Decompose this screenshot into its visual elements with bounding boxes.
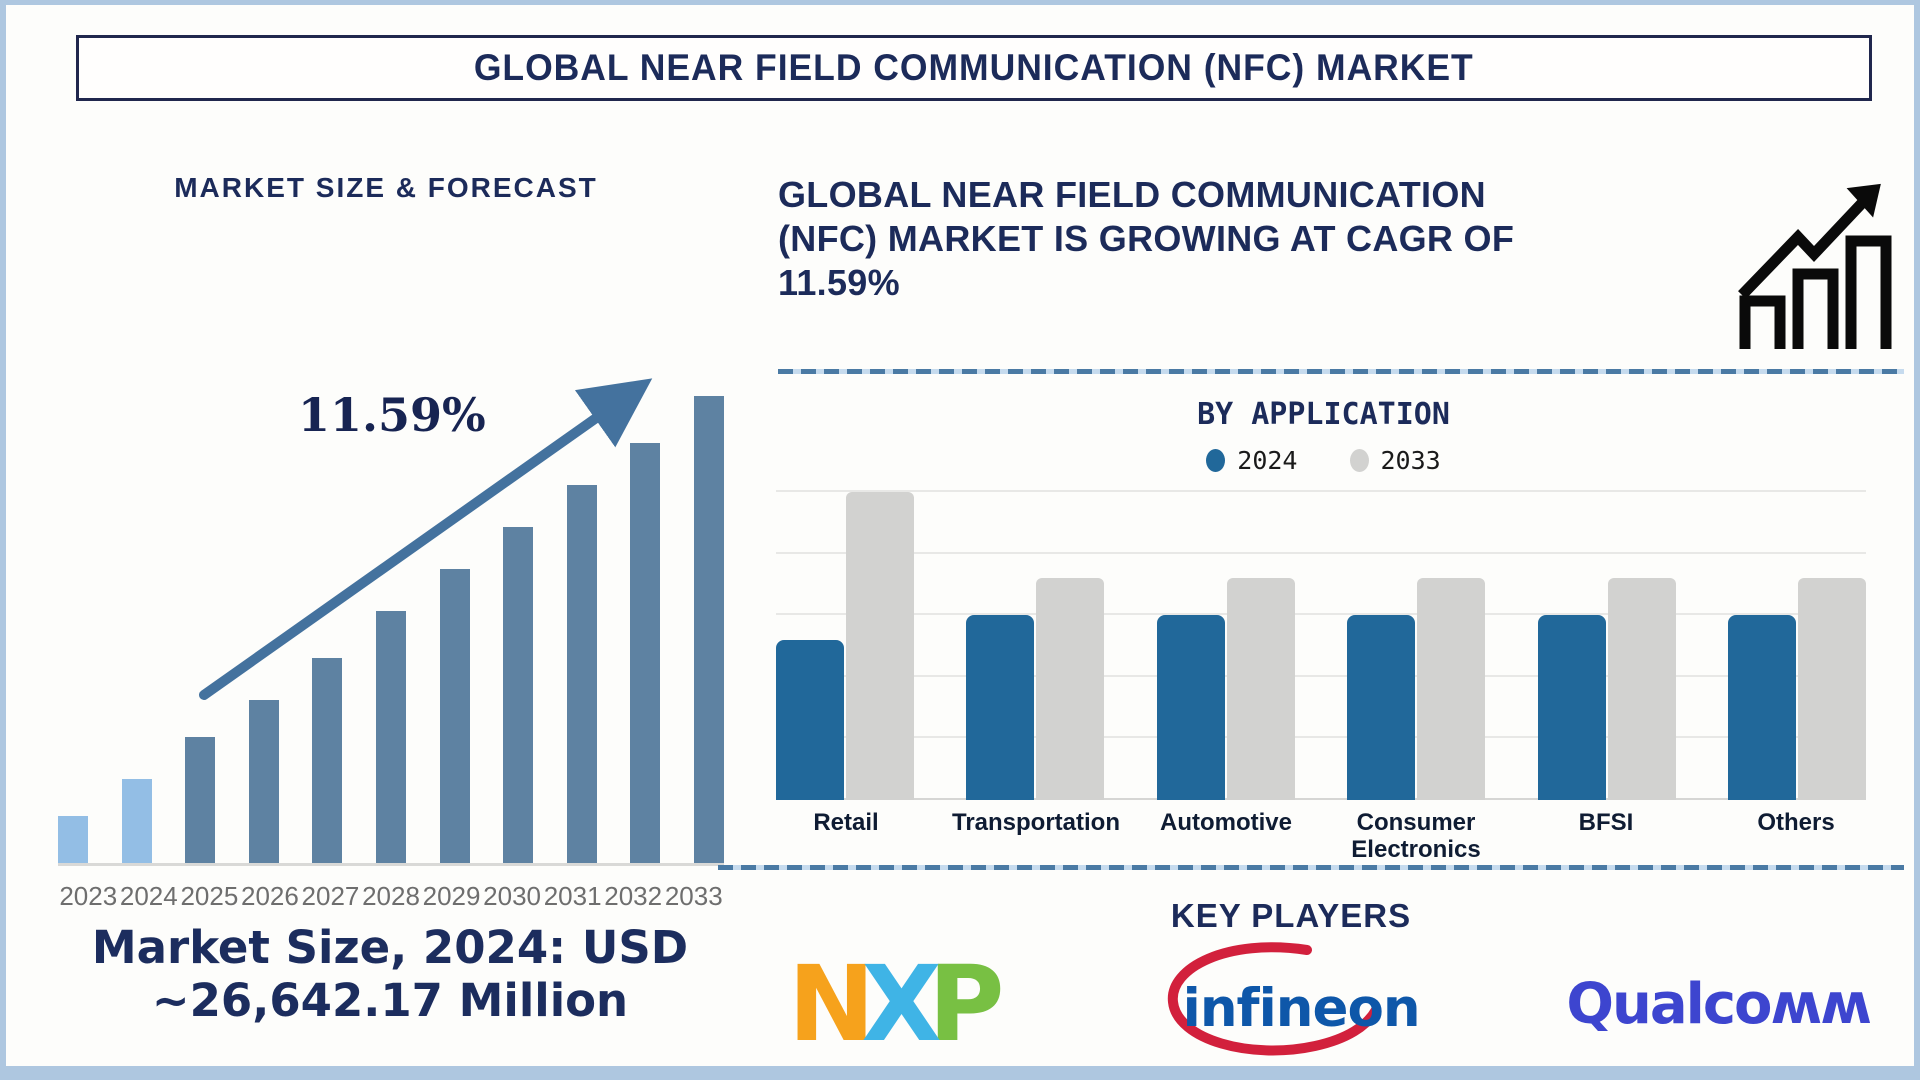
trend-arrow-icon [199, 378, 653, 700]
by-application-category-axis: Retail Transportation Automotive Consumer E… [751, 809, 1891, 863]
bar-2033-others [1797, 578, 1866, 800]
qualcomm-logo: Qualcoʍʍ [1566, 971, 1872, 1037]
key-players-title: KEY PLAYERS [1170, 897, 1412, 934]
bar-group-automotive [1156, 492, 1295, 800]
bar-2033-automotive [1226, 578, 1295, 800]
year-label-2030: 2030 [483, 881, 542, 911]
market-bar-2033 [693, 396, 724, 863]
year-label-2033: 2033 [664, 881, 723, 911]
nxp-letter-P: P [928, 943, 1004, 1065]
category-label-others: Others [1757, 809, 1835, 836]
legend-label-2033: 2033 [1380, 446, 1441, 475]
market-bar-2032 [630, 442, 661, 863]
year-label-2023: 2023 [59, 881, 118, 911]
market-bar-2025 [185, 736, 216, 863]
nxp-letter-X: X [861, 943, 942, 1065]
divider-dashed-bottom [718, 865, 1904, 870]
gridline-3 [776, 613, 1866, 616]
legend-dot-2024 [1206, 449, 1226, 472]
gridline-0 [776, 798, 1866, 800]
legend-item-2024: 2024 [1206, 446, 1298, 475]
cagr-annotation: 11.59% [298, 388, 486, 442]
bar-group-bfsi [1537, 492, 1676, 800]
legend-dot-2033 [1349, 449, 1369, 472]
divider-dashed-top [778, 369, 1904, 374]
market-bar-2024 [121, 778, 152, 863]
market-size-forecast-heading: MARKET SIZE & FORECAST [174, 172, 598, 203]
gridline-5 [776, 490, 1866, 492]
category-label-retail: Retail [813, 809, 879, 836]
bar-2024-consumer-electronics [1347, 615, 1416, 800]
year-label-2029: 2029 [422, 881, 481, 911]
market-size-bars [58, 396, 724, 866]
market-size-year-axis: 2023 2024 2025 2026 2027 2028 2029 2030 2031 2032… [58, 881, 724, 912]
infineon-logo: infineon [1139, 940, 1421, 1066]
legend-label-2024: 2024 [1237, 446, 1298, 475]
gridline-4 [776, 551, 1866, 554]
bar-group-retail [776, 492, 914, 800]
market-bar-2030 [503, 526, 534, 863]
market-size-note-line1: Market Size, 2024: USD [91, 921, 689, 974]
year-label-2027: 2027 [301, 881, 360, 911]
gridline-2 [776, 674, 1866, 677]
bar-group-consumer-electronics [1347, 492, 1486, 800]
gridline-1 [776, 736, 1866, 739]
page-title: GLOBAL NEAR FIELD COMMUNICATION (NFC) MA… [474, 47, 1474, 88]
by-application-chart [776, 490, 1866, 800]
category-label-bfsi: BFSI [1578, 809, 1634, 836]
year-label-2032: 2032 [604, 881, 663, 911]
bar-2033-bfsi [1607, 578, 1676, 800]
year-label-2026: 2026 [240, 881, 299, 911]
bar-2024-automotive [1156, 615, 1225, 800]
growth-chart-icon [1738, 183, 1892, 349]
bar-2024-others [1727, 615, 1796, 800]
year-label-2024: 2024 [119, 881, 178, 911]
market-bar-2026 [248, 699, 279, 863]
market-size-note: Market Size, 2024: USD ~26,642.17 Millio… [34, 921, 746, 1027]
category-label-consumer-electronics: Consumer Electronics [1351, 809, 1481, 863]
bar-2033-consumer-electronics [1417, 578, 1486, 800]
legend-item-2033: 2033 [1349, 446, 1441, 475]
year-label-2025: 2025 [180, 881, 239, 911]
infineon-wordmark: infineon [1182, 978, 1421, 1039]
infineon-swoosh-icon [1167, 942, 1381, 1056]
cagr-heading-line-1: GLOBAL NEAR FIELD COMMUNICATION [778, 174, 1486, 215]
bar-2033-transportation [1036, 578, 1105, 800]
bar-2024-retail [776, 639, 844, 800]
market-size-note-line2: ~26,642.17 Million [151, 974, 629, 1028]
bar-group-others [1727, 492, 1866, 800]
nxp-letter-N: N [788, 943, 875, 1065]
category-label-transportation: Transportation [951, 809, 1120, 836]
cagr-heading-line-3: 11.59% [778, 262, 900, 303]
year-label-2031: 2031 [543, 881, 602, 911]
cagr-heading: GLOBAL NEAR FIELD COMMUNICATION (NFC) MAR… [778, 173, 1718, 305]
bar-2024-transportation [966, 615, 1035, 800]
market-bar-2023 [58, 816, 88, 863]
title-banner: GLOBAL NEAR FIELD COMMUNICATION (NFC) MA… [76, 35, 1872, 101]
market-bar-2027 [312, 657, 343, 863]
market-bar-2029 [439, 568, 470, 863]
market-bar-2028 [375, 610, 406, 863]
market-bar-2031 [566, 484, 597, 863]
bar-group-transportation [966, 492, 1105, 800]
cagr-heading-line-2: (NFC) MARKET IS GROWING AT CAGR OF [778, 218, 1515, 259]
bar-2033-retail [846, 492, 914, 800]
category-label-automotive: Automotive [1160, 809, 1292, 836]
year-label-2028: 2028 [362, 881, 420, 911]
bar-2024-bfsi [1537, 615, 1606, 800]
by-application-title: BY APPLICATION [1197, 397, 1450, 432]
by-application-legend: 2024 2033 [781, 446, 1866, 475]
